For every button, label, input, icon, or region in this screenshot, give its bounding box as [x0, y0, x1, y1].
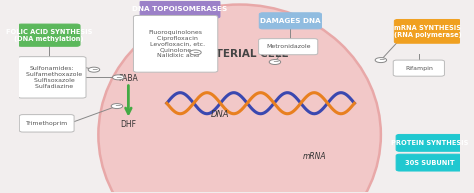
Ellipse shape [99, 4, 381, 193]
Circle shape [269, 59, 281, 64]
Text: PABA: PABA [118, 74, 138, 83]
FancyBboxPatch shape [396, 135, 463, 151]
Text: Metronidazole: Metronidazole [266, 44, 310, 49]
Text: −: − [378, 56, 384, 65]
Text: −: − [192, 48, 199, 57]
Text: DNA TOPOISOMERASES: DNA TOPOISOMERASES [132, 6, 228, 12]
Circle shape [190, 50, 201, 55]
Text: BACTERIAL CELL: BACTERIAL CELL [191, 49, 288, 59]
Text: mRNA SYNTHESIS
(RNA polymerase): mRNA SYNTHESIS (RNA polymerase) [394, 25, 462, 38]
Text: PROTEIN SYNTHESIS: PROTEIN SYNTHESIS [391, 140, 468, 146]
FancyBboxPatch shape [259, 39, 318, 55]
Text: Rifampin: Rifampin [405, 66, 433, 71]
Text: −: − [114, 102, 120, 111]
Text: 30S SUBUNIT: 30S SUBUNIT [405, 160, 454, 166]
Text: DHF: DHF [120, 120, 137, 129]
FancyBboxPatch shape [396, 154, 463, 171]
Text: mRNA: mRNA [303, 152, 327, 161]
FancyBboxPatch shape [140, 1, 220, 18]
Text: Fluoroquinolones
  Ciprofloxacin
  Levofloxacin, etc.
Quinolone
  Nalidixic acid: Fluoroquinolones Ciprofloxacin Levofloxa… [146, 30, 205, 58]
Circle shape [375, 58, 387, 63]
Text: Trimethoprim: Trimethoprim [26, 121, 68, 126]
FancyBboxPatch shape [134, 15, 218, 72]
Circle shape [111, 104, 123, 109]
FancyBboxPatch shape [394, 19, 461, 43]
FancyBboxPatch shape [19, 115, 74, 132]
Text: DNA: DNA [210, 110, 229, 119]
Circle shape [88, 67, 100, 72]
FancyBboxPatch shape [18, 24, 80, 46]
FancyBboxPatch shape [259, 13, 321, 29]
Circle shape [112, 75, 124, 80]
FancyBboxPatch shape [18, 57, 86, 98]
Text: DAMAGES DNA: DAMAGES DNA [260, 18, 321, 24]
Text: FOLIC ACID SYNTHESIS
(DNA methylation): FOLIC ACID SYNTHESIS (DNA methylation) [6, 29, 92, 42]
Text: −: − [272, 58, 278, 67]
FancyBboxPatch shape [393, 60, 445, 76]
Text: −: − [91, 65, 97, 74]
Text: Sulfonamides:
  Sulfamethoxazole
  Sulfisoxazole
  Sulfadiazine: Sulfonamides: Sulfamethoxazole Sulfisoxa… [22, 66, 82, 89]
Text: −: − [115, 73, 121, 82]
